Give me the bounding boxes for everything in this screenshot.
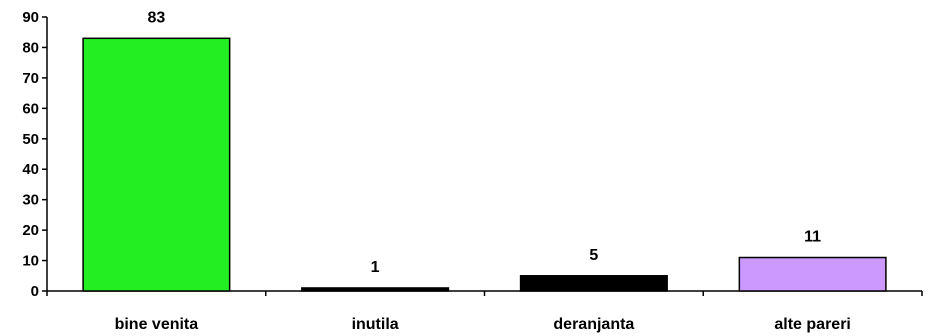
y-tick-label: 40 [22,161,39,178]
bar-alte-pareri [738,256,887,292]
data-label: 11 [804,229,821,246]
category-label: inutila [352,316,399,333]
bar-deranjanta [519,275,668,292]
category-label: alte pareri [774,316,850,333]
y-tick-label: 30 [22,192,39,209]
y-tick-label: 70 [22,70,39,87]
bars [82,37,887,292]
bar-bine-venita [82,37,231,292]
category-labels: bine venita inutila deranjanta alte pareri [115,316,851,333]
category-label: bine venita [115,316,199,333]
y-tick-label: 80 [22,39,39,56]
y-tick-label: 0 [31,283,39,300]
data-label: 1 [371,259,380,276]
y-tick-label: 60 [22,100,39,117]
y-axis: 0 10 20 30 40 50 60 70 80 90 [22,9,48,300]
data-label: 83 [147,9,165,26]
y-tick-label: 50 [22,131,39,148]
y-tick-label: 90 [22,9,39,26]
x-axis [46,290,923,296]
data-labels: 83 1 5 11 [147,9,821,276]
bar-inutila [301,287,450,292]
y-tick-label: 20 [22,222,39,239]
data-label: 5 [589,247,598,264]
category-label: deranjanta [553,316,634,333]
y-tick-label: 10 [22,253,39,270]
